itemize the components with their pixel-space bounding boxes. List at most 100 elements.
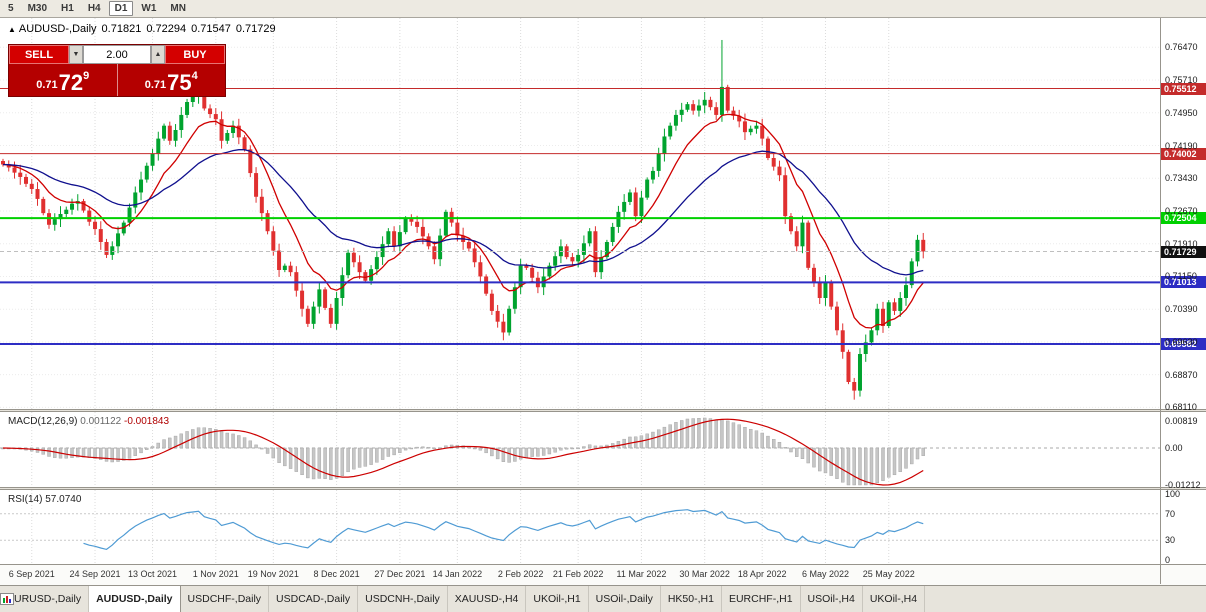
chart-tab[interactable]: XAUUSD-,H4	[0, 586, 527, 612]
macd-signal-line	[2, 418, 924, 486]
date-tick-label: 6 Sep 2021	[8, 569, 55, 579]
volume-decrease-button[interactable]: ▼	[69, 45, 83, 64]
price-tick-label: 0.68870	[1165, 369, 1198, 380]
price-level-badge: 0.72504	[1161, 212, 1206, 225]
sell-button[interactable]: SELL	[9, 45, 69, 64]
macd-label: MACD(12,26,9) 0.001122 -0.001843	[8, 416, 169, 427]
chart-tab[interactable]: USOil-,Daily	[0, 586, 661, 612]
panel-separator[interactable]	[0, 409, 1206, 412]
timeframe-button-m30[interactable]: M30	[27, 3, 48, 14]
chart-tab-label: USDCNH-,Daily	[365, 593, 440, 605]
chart-tab-bar: EURUSD-,Daily AUDUSD-,Daily USDCHF-,Daily U…	[0, 585, 1206, 612]
date-tick-label: 8 Dec 2021	[313, 569, 360, 579]
ma-30-line	[2, 149, 924, 276]
chart-tab-label: XAUUSD-,H4	[454, 593, 519, 605]
date-tick-label: 30 Mar 2022	[679, 569, 730, 579]
ohlc-low: 0.71547	[191, 23, 231, 35]
date-tick-label: 27 Dec 2021	[374, 569, 426, 579]
one-click-trading-panel: SELL ▼ 2.00 ▲ BUY 0.71 72 9 0.71 75 4	[8, 44, 226, 97]
chart-tab[interactable]: USDCNH-,Daily	[0, 586, 448, 612]
chart-tab[interactable]: AUDUSD-,Daily	[0, 586, 181, 612]
chart-tab-label: EURUSD-,Daily	[7, 593, 82, 605]
chart-tab-label: EURCHF-,H1	[728, 593, 793, 605]
sell-price-prefix: 0.71	[36, 79, 58, 91]
price-tick-label: 0.70390	[1165, 304, 1198, 315]
date-tick-label: 19 Nov 2021	[247, 569, 299, 579]
chart-symbol-label: AUDUSD-,Daily	[18, 23, 97, 35]
ohlc-close: 0.71729	[235, 23, 276, 35]
price-chart[interactable]	[0, 18, 1160, 410]
date-tick-label: 11 Mar 2022	[616, 569, 667, 579]
chart-tab-label: AUDUSD-,Daily	[96, 593, 173, 605]
rsi-tick-label: 30	[1165, 535, 1176, 546]
sell-price-pipette: 9	[83, 70, 90, 82]
price-level-badge: 0.71013	[1161, 276, 1206, 289]
timeframe-button-5[interactable]: 5	[8, 3, 14, 14]
ohlc-open: 0.71821	[101, 23, 142, 35]
date-tick-label: 18 Apr 2022	[737, 569, 787, 579]
chart-tab-label: USOil-,H4	[807, 593, 855, 605]
timeframe-button-d1[interactable]: D1	[108, 1, 134, 16]
chart-tab[interactable]: USOil-,H4	[0, 586, 863, 612]
chart-tab[interactable]: UKOil-,H4	[0, 586, 926, 612]
date-axis[interactable]: 6 Sep 2021 24 Sep 2021 13 Oct 2021 1 Nov 20…	[0, 564, 1206, 585]
chart-tab-label: UKOil-,H1	[533, 593, 581, 605]
sell-price-display[interactable]: 0.71 72 9	[9, 64, 118, 96]
date-tick-label: 6 May 2022	[801, 569, 849, 579]
timeframe-button-h1[interactable]: H1	[61, 3, 74, 14]
chart-tab-label: UKOil-,H4	[869, 593, 918, 605]
volume-input[interactable]: 2.00	[83, 45, 151, 64]
chart-tab[interactable]: USDCHF-,Daily	[0, 586, 270, 612]
chart-tab-label: USOil-,Daily	[595, 593, 653, 605]
price-level-badge: 0.74002	[1161, 147, 1206, 160]
date-tick-label: 21 Feb 2022	[552, 569, 604, 579]
rsi-line	[83, 509, 924, 551]
price-level-badge: 0.69582	[1161, 338, 1206, 350]
chart-tab-icon	[0, 593, 14, 605]
buy-price-pipette: 4	[191, 70, 198, 82]
rsi-name: RSI(14)	[8, 494, 43, 505]
sell-price-big-digits: 72	[58, 70, 84, 95]
price-level-badge: 0.75512	[1161, 82, 1206, 95]
chart-tab[interactable]: UKOil-,H1	[0, 586, 589, 612]
chart-tab-label: USDCAD-,Daily	[276, 593, 351, 605]
rsi-tick-label: 70	[1165, 508, 1176, 519]
panel-separator[interactable]	[0, 487, 1206, 490]
timeframe-button-mn[interactable]: MN	[170, 3, 186, 14]
date-tick-label: 1 Nov 2021	[192, 569, 239, 579]
price-tick-label: 0.69630	[1165, 336, 1198, 347]
macd-main-value: 0.001122	[80, 416, 122, 427]
chart-shift-marker-icon: ▲	[8, 25, 16, 34]
rsi-label: RSI(14) 57.0740	[8, 494, 81, 505]
timeframe-button-h4[interactable]: H4	[87, 3, 101, 14]
price-tick-label: 0.76470	[1165, 42, 1198, 53]
chart-tab[interactable]: EURCHF-,H1	[0, 586, 801, 612]
chart-tab[interactable]: USDCAD-,Daily	[0, 586, 359, 612]
macd-signal-value: -0.001843	[124, 416, 170, 427]
ohlc-high: 0.72294	[146, 23, 187, 35]
macd-tick-label: 0.00	[1165, 443, 1183, 453]
macd-panel[interactable]	[0, 412, 1160, 487]
date-tick-label: 25 May 2022	[862, 569, 915, 579]
timeframe-toolbar: 5 M30 H1 H4 D1 W1 MN	[0, 0, 1206, 18]
price-tick-label: 0.74950	[1165, 107, 1198, 118]
price-tick-label: 0.73430	[1165, 173, 1198, 184]
buy-price-prefix: 0.71	[144, 79, 167, 91]
timeframe-button-w1[interactable]: W1	[141, 3, 157, 14]
buy-button[interactable]: BUY	[165, 45, 225, 64]
price-tick-label: 0.72670	[1165, 205, 1198, 216]
rsi-panel[interactable]	[0, 490, 1160, 564]
date-tick-label: 14 Jan 2022	[432, 569, 483, 579]
date-tick-label: 24 Sep 2021	[69, 569, 121, 579]
buy-price-display[interactable]: 0.71 75 4	[118, 64, 226, 96]
current-price-badge: 0.71729	[1161, 245, 1206, 258]
chart-tab-label: USDCHF-,Daily	[187, 593, 262, 605]
date-tick-label: 13 Oct 2021	[128, 569, 178, 579]
price-tick-label: 0.75710	[1165, 75, 1198, 86]
chart-tab[interactable]: HK50-,H1	[0, 586, 722, 612]
chart-tab-label: HK50-,H1	[667, 593, 714, 605]
rsi-tick-label: 100	[1165, 489, 1181, 499]
date-tick-label: 2 Feb 2022	[497, 569, 544, 579]
volume-increase-button[interactable]: ▲	[151, 45, 165, 64]
